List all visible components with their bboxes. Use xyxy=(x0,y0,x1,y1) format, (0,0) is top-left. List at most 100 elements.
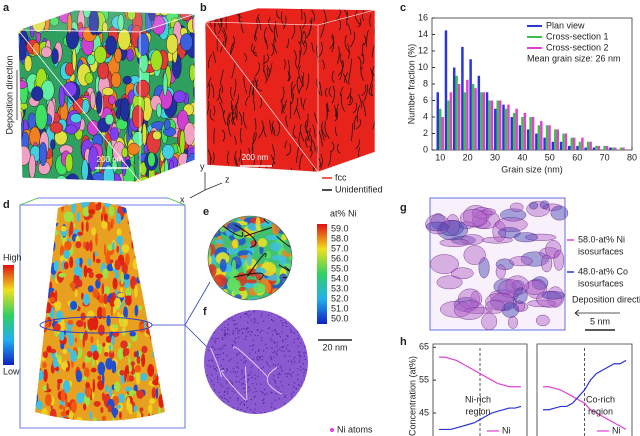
frame xyxy=(19,197,39,206)
atom xyxy=(223,331,226,334)
boundary xyxy=(286,39,289,48)
atom xyxy=(219,404,221,406)
boundary xyxy=(231,111,234,125)
concentration-patch xyxy=(30,271,35,284)
atom xyxy=(236,327,239,329)
atom xyxy=(222,358,224,361)
boundary xyxy=(338,59,344,77)
atom xyxy=(278,414,279,415)
atom xyxy=(227,418,228,419)
boundary xyxy=(331,70,335,83)
atom xyxy=(274,379,276,382)
atom xyxy=(260,315,263,317)
boundary xyxy=(337,143,341,154)
boundary xyxy=(234,102,238,118)
atom xyxy=(257,329,259,331)
concentration-patch xyxy=(35,317,41,322)
boundary xyxy=(356,119,362,130)
atom xyxy=(271,312,273,314)
atom xyxy=(231,317,233,319)
atom xyxy=(224,409,227,411)
atom xyxy=(218,399,221,401)
concentration-patch xyxy=(139,238,148,251)
concentration-patch xyxy=(208,279,216,286)
concentration-patch xyxy=(135,227,143,233)
boundary xyxy=(306,19,312,39)
atom xyxy=(310,367,311,368)
concentration-patch xyxy=(161,364,165,376)
concentration-patch xyxy=(168,355,172,366)
atom xyxy=(237,407,239,409)
atom xyxy=(257,322,259,324)
boundary xyxy=(352,102,358,114)
atom xyxy=(268,365,271,368)
boundary xyxy=(328,150,332,167)
atom xyxy=(279,335,281,338)
concentration-patch xyxy=(88,271,94,279)
concentration-patch xyxy=(50,240,56,252)
y-tick-label: 14 xyxy=(418,29,428,39)
boundary xyxy=(353,115,358,131)
grain xyxy=(63,81,78,98)
concentration-patch xyxy=(129,217,136,222)
concentration-patch xyxy=(141,353,146,367)
boundary xyxy=(303,30,307,44)
atom xyxy=(226,398,228,400)
concentration-patch xyxy=(103,202,112,208)
concentration-patch xyxy=(81,221,84,233)
concentration-patch xyxy=(162,249,165,255)
atom xyxy=(254,307,255,308)
atom xyxy=(303,411,305,413)
grain xyxy=(72,48,77,72)
atom xyxy=(294,361,296,363)
boundary xyxy=(284,99,287,110)
concentration-patch xyxy=(84,385,92,398)
concentration-patch xyxy=(208,282,216,295)
atom xyxy=(276,367,279,370)
concentration-patch xyxy=(52,356,58,369)
atom xyxy=(211,328,213,331)
grain xyxy=(38,141,48,166)
concentration-patch xyxy=(154,249,158,261)
atom xyxy=(267,327,270,330)
concentration-patch xyxy=(31,427,37,433)
concentration-patch xyxy=(213,274,227,288)
boundary xyxy=(291,24,296,39)
atom xyxy=(227,400,230,402)
concentration-patch xyxy=(157,348,161,359)
concentration-patch xyxy=(167,235,170,247)
atom xyxy=(253,318,256,320)
atom xyxy=(264,343,267,346)
atom xyxy=(294,356,296,358)
atom xyxy=(246,309,247,310)
concentration-patch xyxy=(160,388,165,394)
isosurface xyxy=(550,205,569,221)
atom xyxy=(272,410,274,412)
atom xyxy=(296,310,298,311)
concentration-patch xyxy=(134,304,139,317)
boundary xyxy=(290,92,294,105)
concentration-patch xyxy=(87,258,92,267)
boundary xyxy=(251,132,255,150)
concentration-patch xyxy=(42,209,49,220)
atom xyxy=(278,333,280,335)
concentration-patch xyxy=(164,338,165,346)
concentration-patch xyxy=(85,221,89,233)
grain xyxy=(65,153,74,173)
atom xyxy=(309,359,310,360)
concentration-patch xyxy=(121,244,130,253)
concentration-patch xyxy=(134,284,138,298)
atom xyxy=(205,413,207,414)
isosurface xyxy=(529,201,539,210)
concentration-patch xyxy=(163,398,165,410)
atom xyxy=(213,389,216,391)
concentration-patch xyxy=(153,301,157,311)
atom xyxy=(224,413,226,414)
atom xyxy=(236,353,238,355)
atom xyxy=(247,407,249,409)
concentration-patch xyxy=(257,238,268,248)
atom xyxy=(263,401,265,404)
concentration-patch xyxy=(43,368,48,383)
concentration-patch xyxy=(168,349,172,362)
bar xyxy=(605,145,609,150)
